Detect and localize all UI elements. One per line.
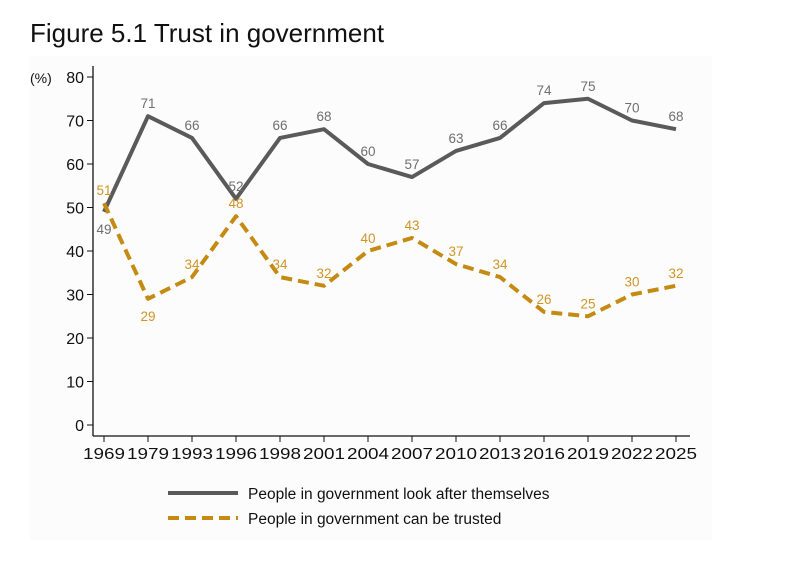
y-tick-label: 80 — [66, 70, 84, 87]
x-tick-label: 2013 — [479, 446, 521, 463]
x-tick-label: 2010 — [435, 446, 477, 463]
data-label: 40 — [360, 231, 375, 246]
x-tick-label: 1979 — [127, 446, 169, 463]
data-label: 57 — [404, 157, 419, 172]
x-tick-label: 1996 — [215, 446, 257, 463]
series-line-1 — [102, 202, 677, 319]
x-tick-label: 1998 — [259, 446, 301, 463]
series-line-0 — [102, 96, 677, 213]
data-label: 32 — [316, 266, 331, 281]
data-label: 34 — [272, 257, 288, 272]
data-label: 25 — [580, 296, 595, 311]
x-tick-label: 2004 — [347, 446, 389, 463]
data-label: 51 — [96, 183, 111, 198]
data-label: 74 — [536, 83, 552, 98]
data-label: 30 — [624, 275, 639, 290]
data-label: 48 — [228, 196, 243, 211]
data-label: 75 — [580, 79, 595, 94]
data-label: 37 — [448, 244, 463, 259]
data-label: 70 — [624, 101, 639, 116]
data-label: 34 — [492, 257, 508, 272]
x-tick-label: 1969 — [83, 446, 125, 463]
data-label: 60 — [360, 144, 375, 159]
data-label: 63 — [448, 131, 463, 146]
data-label: 66 — [272, 118, 287, 133]
data-label: 52 — [228, 179, 243, 194]
data-label: 71 — [140, 96, 155, 111]
y-tick-label: 40 — [66, 244, 84, 261]
x-tick-label: 2016 — [523, 446, 565, 463]
data-label: 66 — [492, 118, 507, 133]
data-label: 34 — [184, 257, 200, 272]
y-tick-label: 20 — [66, 331, 84, 348]
chart-title: Figure 5.1 Trust in government — [30, 18, 385, 48]
data-label: 68 — [316, 109, 331, 124]
legend-label: People in government can be trusted — [248, 511, 501, 528]
data-label: 32 — [668, 266, 683, 281]
y-axis-label: (%) — [30, 70, 52, 86]
x-tick-label: 2001 — [303, 446, 345, 463]
legend-label: People in government look after themselv… — [248, 486, 550, 503]
data-label: 29 — [140, 309, 155, 324]
data-label: 66 — [184, 118, 199, 133]
data-label: 26 — [536, 292, 551, 307]
x-tick-label: 2019 — [567, 446, 609, 463]
data-label: 49 — [96, 222, 111, 237]
y-tick-label: 10 — [66, 375, 84, 392]
y-tick-label: 50 — [66, 201, 84, 218]
x-tick-label: 2025 — [655, 446, 697, 463]
data-label: 43 — [404, 218, 419, 233]
x-tick-label: 2022 — [611, 446, 653, 463]
y-tick-label: 30 — [66, 288, 84, 305]
y-tick-label: 60 — [66, 157, 84, 174]
x-tick-label: 2007 — [391, 446, 433, 463]
x-tick-label: 1993 — [171, 446, 213, 463]
chart-panel — [30, 56, 712, 540]
y-tick-label: 70 — [66, 114, 84, 131]
data-label: 68 — [668, 109, 683, 124]
y-tick-label: 0 — [75, 418, 84, 435]
